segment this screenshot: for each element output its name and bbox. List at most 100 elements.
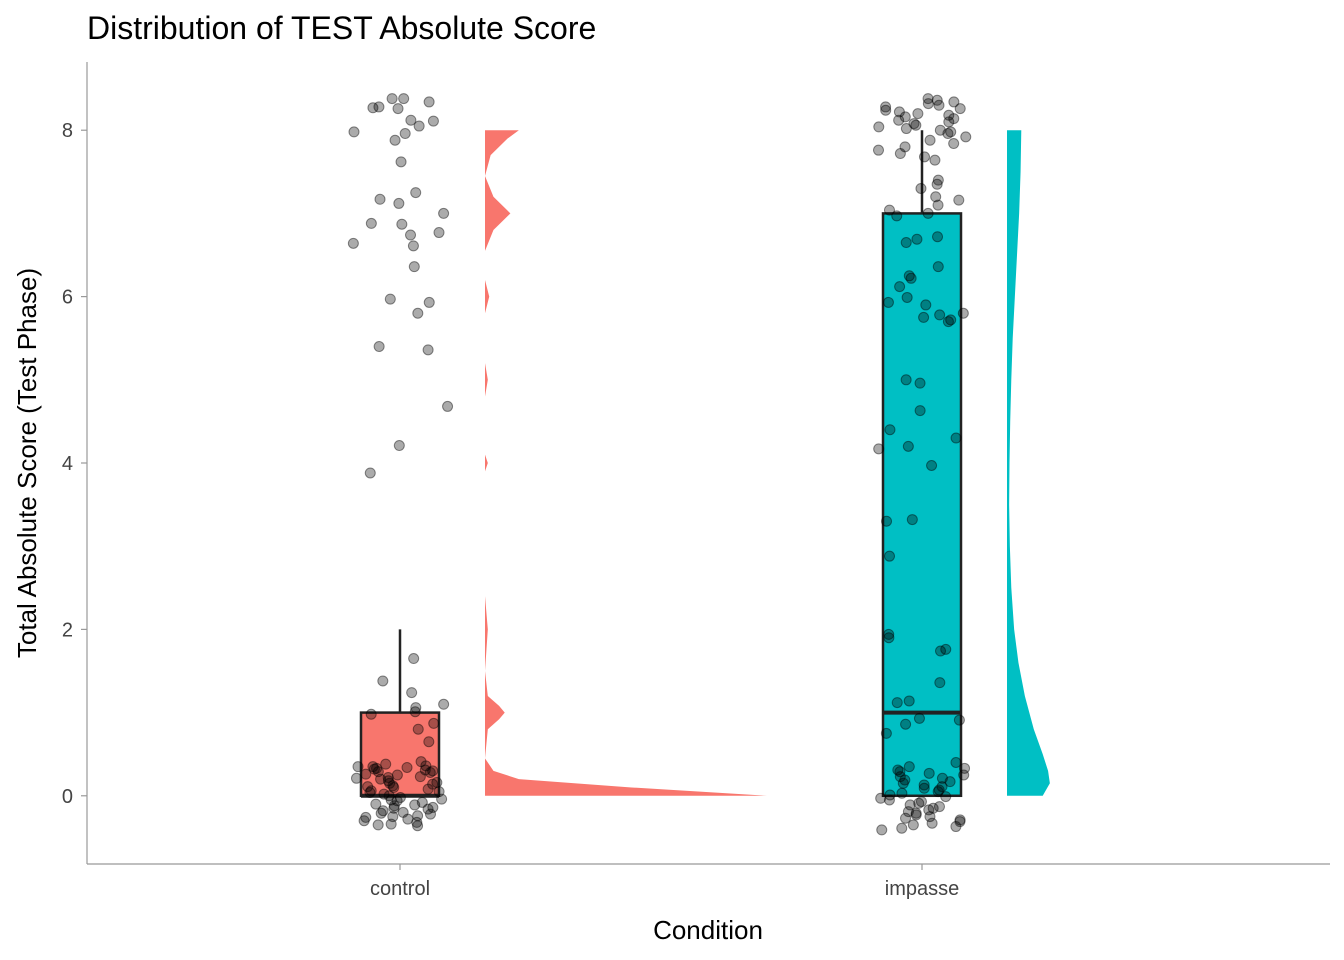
data-point-impasse [920, 299, 932, 311]
data-point-impasse [899, 141, 911, 153]
data-point-impasse [942, 128, 954, 140]
data-point-impasse [959, 762, 971, 774]
y-axis-title: Total Absolute Score (Test Phase) [12, 268, 42, 658]
outlier-point-control [374, 193, 386, 205]
data-point-impasse [954, 816, 966, 828]
data-point-impasse [900, 812, 912, 824]
data-point-impasse [918, 782, 930, 794]
outlier-point-control [422, 344, 434, 356]
data-point-impasse [926, 459, 938, 471]
y-tick-label: 0 [62, 786, 73, 808]
data-point-impasse [940, 791, 952, 803]
data-point-control [412, 810, 424, 822]
data-point-control [375, 807, 387, 819]
box-control [359, 711, 441, 798]
data-point-impasse [953, 194, 965, 206]
data-point-impasse [934, 124, 946, 136]
data-point-control [427, 765, 439, 777]
data-point-impasse [933, 801, 945, 813]
data-point-impasse [936, 772, 948, 784]
data-point-control [412, 723, 424, 735]
chart-title: Distribution of TEST Absolute Score [87, 10, 596, 46]
data-point-impasse [933, 784, 945, 796]
data-point-impasse [913, 712, 925, 724]
data-point-impasse [900, 123, 912, 135]
data-point-impasse [880, 101, 892, 113]
x-tick-label-control: control [370, 878, 430, 900]
data-point-impasse [880, 104, 892, 116]
data-point-impasse [894, 766, 906, 778]
data-point-control [408, 653, 420, 665]
data-point-control [431, 776, 443, 788]
outlier-point-control [347, 237, 359, 249]
data-point-control [401, 761, 413, 773]
outlier-point-control [405, 114, 417, 126]
data-point-control [383, 790, 395, 802]
density-cloud-impasse [1007, 130, 1050, 796]
outlier-point-control [423, 296, 435, 308]
data-point-impasse [892, 764, 904, 776]
data-point-impasse [934, 309, 946, 321]
data-point-impasse [908, 118, 920, 130]
data-point-control [409, 799, 421, 811]
outlier-point-control [438, 207, 450, 219]
outlier-point-control [412, 307, 424, 319]
data-point-control [365, 708, 377, 720]
data-point-impasse [950, 432, 962, 444]
data-point-control [387, 780, 399, 792]
data-point-control [427, 778, 439, 790]
data-point-control [377, 675, 389, 687]
data-point-impasse [935, 645, 947, 657]
data-point-control [358, 815, 370, 827]
data-point-impasse [932, 786, 944, 798]
data-point-impasse [945, 314, 957, 326]
data-point-impasse [958, 769, 970, 781]
outlier-point-control [396, 218, 408, 230]
outlier-point-control [442, 400, 454, 412]
data-point-impasse [883, 628, 895, 640]
data-point-impasse [948, 113, 960, 125]
outlier-point-control [365, 217, 377, 229]
outlier-point-control [384, 293, 396, 305]
y-tick-label: 8 [62, 120, 73, 142]
data-point-impasse [915, 182, 927, 194]
data-point-control [368, 763, 380, 775]
data-point-control [388, 800, 400, 812]
data-point-impasse [873, 144, 885, 156]
data-point-impasse [948, 138, 960, 150]
data-point-impasse [936, 781, 948, 793]
data-point-impasse [950, 757, 962, 769]
data-point-impasse [922, 98, 934, 110]
data-point-impasse [914, 405, 926, 417]
data-point-control [438, 698, 450, 710]
data-point-control [391, 795, 403, 807]
data-point-impasse [922, 207, 934, 219]
data-point-impasse [893, 106, 905, 118]
data-point-control [360, 768, 372, 780]
data-point-impasse [933, 99, 945, 111]
outlier-point-control [393, 440, 405, 452]
data-point-control [367, 761, 379, 773]
outlier-point-control [408, 261, 420, 273]
data-point-impasse [940, 643, 952, 655]
data-point-impasse [902, 806, 914, 818]
y-tick-label: 6 [62, 287, 73, 309]
data-point-control [422, 803, 434, 815]
data-point-impasse [910, 119, 922, 131]
data-point-control [394, 791, 406, 803]
data-point-impasse [902, 440, 914, 452]
data-point-control [423, 736, 435, 748]
data-point-impasse [894, 148, 906, 160]
data-point-control [388, 781, 400, 793]
data-point-impasse [880, 727, 892, 739]
data-point-impasse [891, 210, 903, 222]
x-axis-title: Condition [653, 915, 763, 945]
data-point-impasse [957, 307, 969, 319]
data-point-impasse [924, 811, 936, 823]
data-point-impasse [903, 761, 915, 773]
data-point-impasse [927, 802, 939, 814]
data-point-impasse [942, 316, 954, 328]
data-point-impasse [923, 804, 935, 816]
data-point-impasse [954, 103, 966, 115]
